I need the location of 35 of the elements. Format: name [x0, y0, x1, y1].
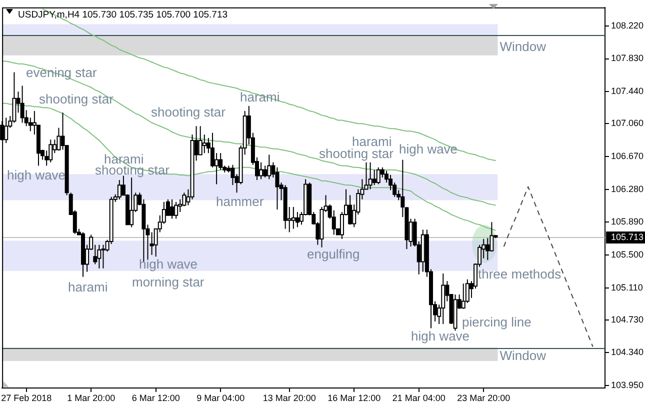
y-tick-label: 106.280 — [611, 184, 644, 194]
x-tick-label: 21 Mar 04:00 — [392, 392, 446, 403]
annotation: morning star — [132, 274, 205, 290]
band-label: Window — [500, 38, 547, 54]
x-tick-label: 27 Feb 2018 — [1, 392, 52, 403]
annotation: high wave — [411, 328, 470, 344]
annotation: hammer — [216, 194, 264, 210]
x-tick-label: 16 Mar 12:00 — [328, 392, 381, 403]
x-tick-label: 13 Mar 20:00 — [262, 392, 316, 403]
annotation: shooting star — [151, 104, 226, 120]
y-tick-label: 105.500 — [611, 249, 644, 260]
y-tick-label: 107.060 — [611, 118, 644, 128]
annotation: three methods — [478, 266, 562, 282]
annotation: high wave — [399, 142, 458, 157]
y-tick-label: 106.670 — [611, 150, 644, 161]
annotation: piercing line — [462, 314, 532, 330]
y-tick-label: 104.340 — [611, 347, 644, 358]
y-tick-label: 107.830 — [611, 53, 644, 64]
y-tick-label: 108.220 — [611, 20, 644, 30]
x-tick-label: 23 Mar 20:00 — [457, 392, 510, 403]
annotation: harami — [68, 279, 108, 294]
x-tick-label: 9 Mar 04:00 — [196, 392, 245, 403]
chart-title: USDJPY,m,H4 105.730 105.735 105.700 105.713 — [18, 10, 228, 21]
ref-line-label: 105.713 — [611, 232, 644, 242]
y-tick-label: 107.440 — [611, 86, 644, 96]
annotation: engulfing — [307, 246, 360, 262]
y-tick-label: 103.950 — [611, 380, 644, 390]
x-tick-label: 6 Mar 12:00 — [132, 392, 180, 403]
band-label: Window — [500, 348, 547, 363]
annotation: high wave — [139, 256, 198, 272]
y-tick-label: 105.890 — [611, 216, 644, 227]
annotation: shooting star — [39, 92, 114, 107]
y-tick-label: 105.110 — [611, 282, 643, 292]
x-tick-label: 1 Mar 20:00 — [67, 392, 116, 403]
y-tick-label: 104.730 — [611, 314, 644, 324]
